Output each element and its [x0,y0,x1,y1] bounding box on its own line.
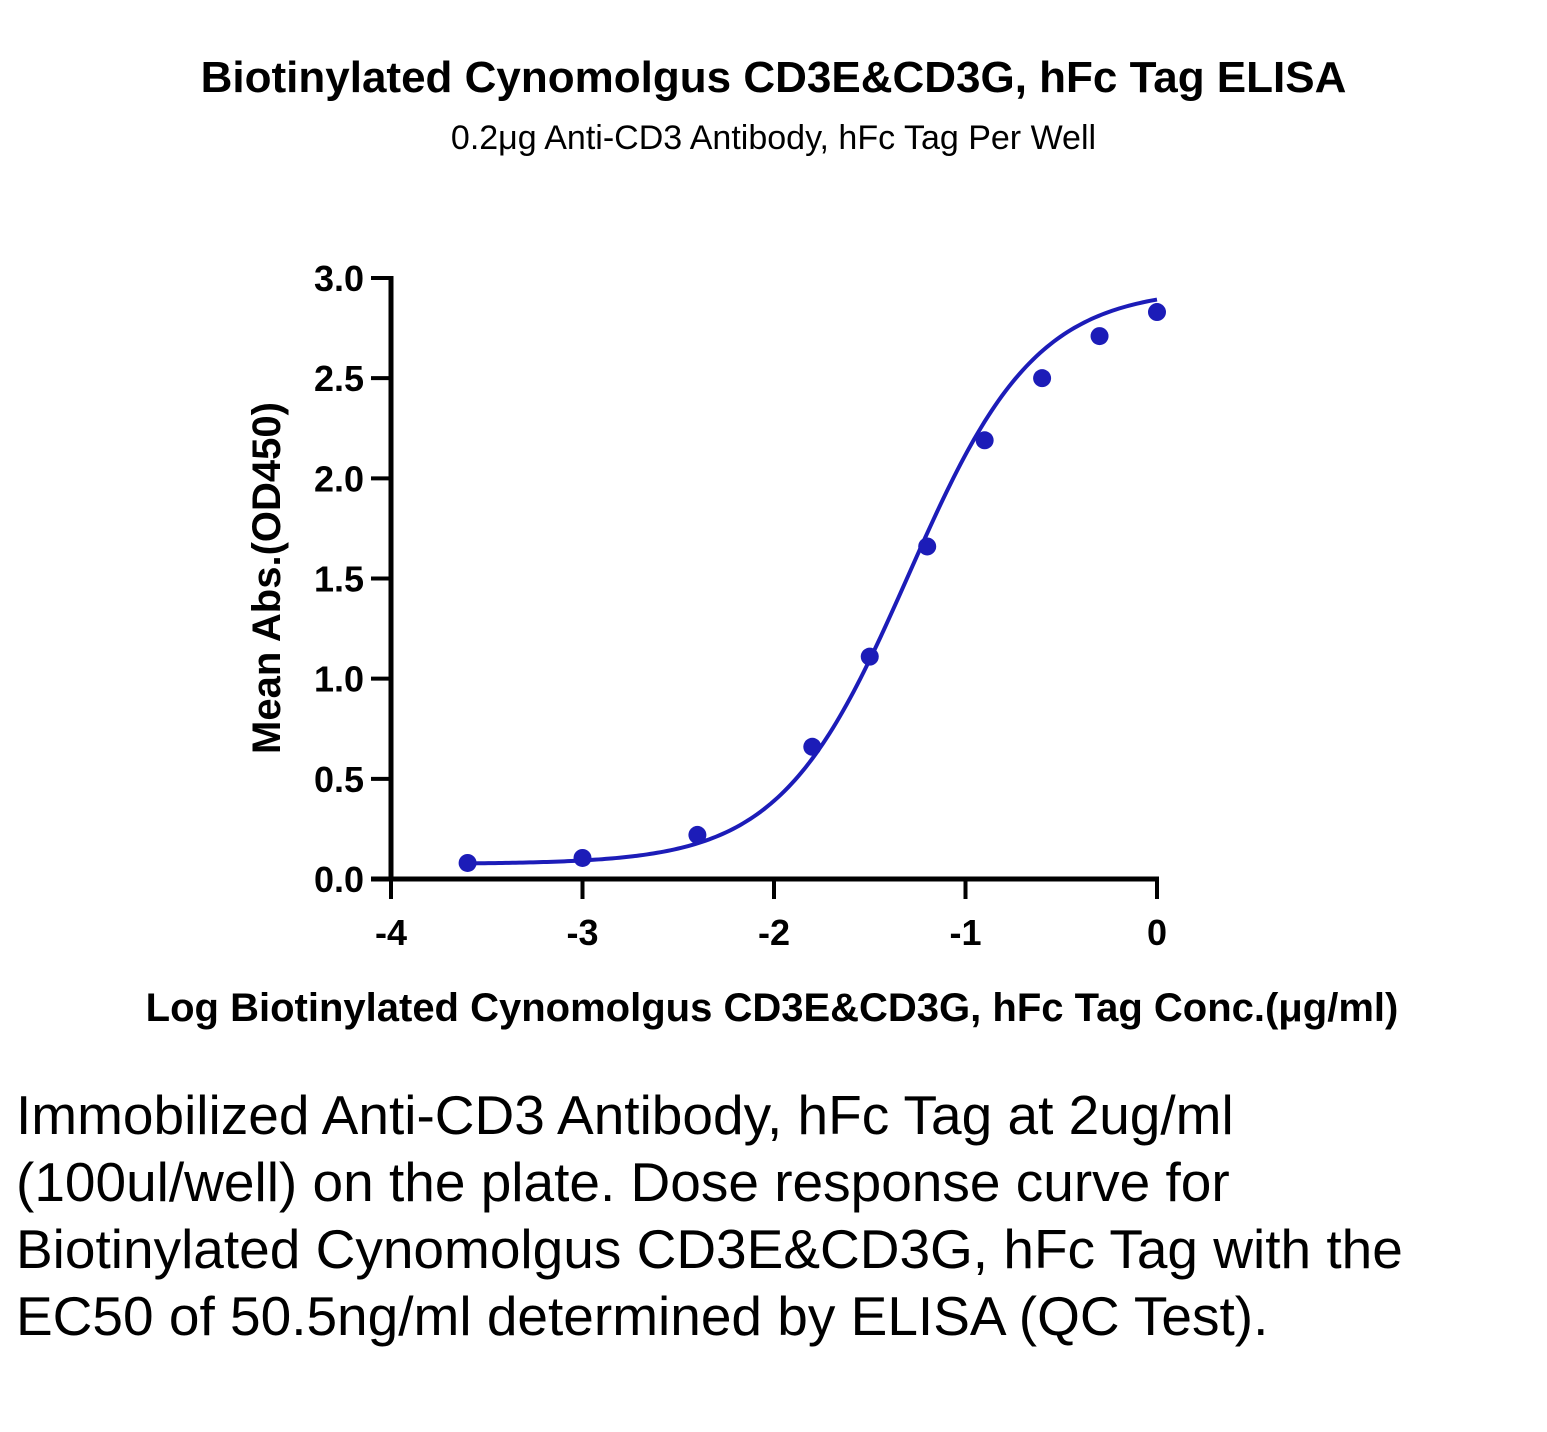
x-tick-label: -2 [758,912,790,953]
chart-title: Biotinylated Cynomolgus CD3E&CD3G, hFc T… [200,53,1347,102]
x-tick-label: -3 [566,912,598,953]
x-axis-label: Log Biotinylated Cynomolgus CD3E&CD3G, h… [146,986,1399,1030]
data-points [458,303,1166,872]
figure-caption: Immobilized Anti-CD3 Antibody, hFc Tag a… [16,1084,1403,1347]
y-axis-label: Mean Abs.(OD450) [245,402,289,754]
x-tick-label: 0 [1147,912,1167,953]
fit-curve [467,297,1158,866]
x-tick-label: -1 [949,912,981,953]
data-point [688,825,707,844]
data-point [975,431,994,450]
data-point [860,647,879,666]
chart-plot: 0.0 0.5 1.0 1.5 2.0 2.5 3.0 -4 -3 -2 -1 0 Mean Abs… [146,258,1399,1030]
y-tick-label: 0.5 [314,759,364,800]
data-point [1148,303,1166,322]
chart-subtitle: 0.2μg Anti-CD3 Antibody, hFc Tag Per Wel… [450,119,1097,157]
x-axis: -4 -3 -2 -1 0 [371,876,1167,953]
y-tick-label: 1.0 [314,659,364,700]
y-tick-label: 1.5 [314,559,364,600]
data-point [918,537,937,556]
y-tick-label: 2.5 [314,358,364,399]
data-point [458,853,477,872]
x-ticks: -4 -3 -2 -1 0 [375,879,1167,953]
y-tick-label: 3.0 [314,258,364,299]
data-point [1090,327,1109,346]
y-axis: 0.0 0.5 1.0 1.5 2.0 2.5 3.0 [314,258,394,900]
y-tick-label: 2.0 [314,458,364,499]
y-tick-label: 0.0 [314,859,364,900]
x-tick-label: -4 [375,912,407,953]
data-point [573,848,592,867]
data-point [803,737,822,756]
data-point [1033,369,1052,388]
y-ticks: 0.0 0.5 1.0 1.5 2.0 2.5 3.0 [314,258,391,900]
